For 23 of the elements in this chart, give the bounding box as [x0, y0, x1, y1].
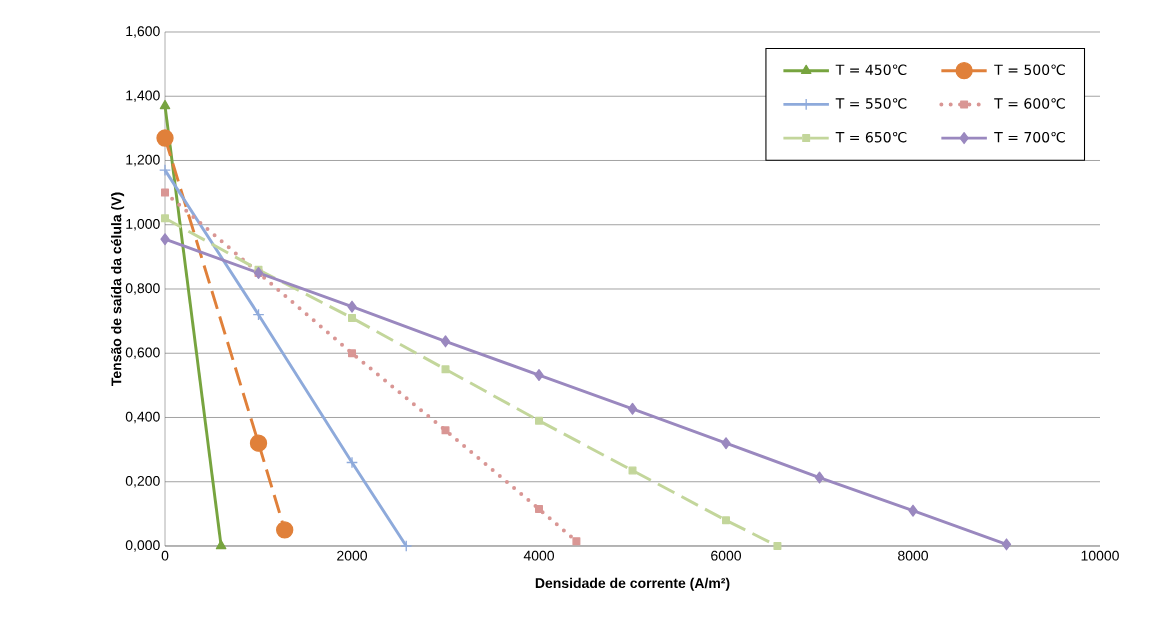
x-tick-label: 0: [161, 550, 169, 561]
y-axis-title: Tensão de saída da célula (V): [110, 192, 125, 386]
x-tick-label: 6000: [711, 550, 742, 561]
y-tick-label: 0,400: [125, 411, 160, 424]
y-tick-label: 0,200: [125, 475, 160, 488]
legend-label: T = 700℃: [994, 131, 1065, 143]
y-tick-label: 0,000: [125, 540, 160, 552]
y-tick-label: 0,800: [125, 283, 160, 295]
y-tick-label: 1,000: [126, 218, 160, 231]
legend-label: T = 450℃: [835, 64, 907, 76]
legend-label: T = 650℃: [835, 131, 907, 143]
legend-label: T = 500℃: [994, 64, 1065, 76]
x-tick-label: 2000: [337, 550, 368, 561]
x-tick-label: 8000: [898, 550, 929, 561]
x-axis-title: Densidade de corrente (A/m²): [535, 577, 730, 591]
y-tick-label: 0,600: [125, 347, 160, 360]
legend-label: T = 550℃: [835, 98, 907, 109]
y-tick-label: 1,400: [126, 90, 160, 103]
y-tick-label: 1,600: [126, 26, 160, 38]
legend-label: T = 600℃: [994, 98, 1065, 109]
x-tick-label: 4000: [523, 550, 555, 561]
y-tick-label: 1,200: [126, 154, 160, 167]
x-tick-label: 10000: [1081, 550, 1119, 561]
